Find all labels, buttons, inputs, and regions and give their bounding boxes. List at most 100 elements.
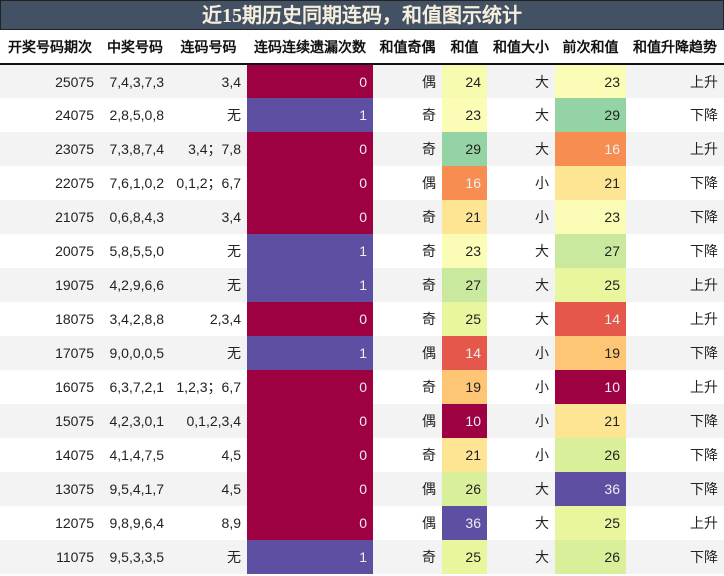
cell-sum: 10: [442, 404, 487, 438]
cell-sum: 21: [442, 200, 487, 234]
table-row: 24075 2,8,5,0,8 无 1 奇 23 大 29 下降: [0, 98, 724, 132]
cell-trend: 上升: [626, 268, 724, 302]
cell-consecutive: 1,2,3；6,7: [170, 370, 247, 404]
stats-table: 开奖号码期次 中奖号码 连码号码 连码连续遗漏次数 和值奇偶 和值 和值大小 前…: [0, 30, 724, 574]
header-numbers: 中奖号码: [100, 30, 170, 65]
cell-numbers: 7,4,3,7,3: [100, 64, 170, 98]
cell-consecutive: 无: [170, 98, 247, 132]
table-row: 16075 6,3,7,2,1 1,2,3；6,7 0 奇 19 小 10 上升: [0, 370, 724, 404]
cell-trend: 下降: [626, 200, 724, 234]
cell-miss-count: 1: [247, 540, 373, 574]
cell-numbers: 9,5,3,3,5: [100, 540, 170, 574]
header-size: 和值大小: [487, 30, 555, 65]
cell-trend: 上升: [626, 64, 724, 98]
cell-miss-count: 0: [247, 404, 373, 438]
cell-trend: 下降: [626, 166, 724, 200]
cell-numbers: 3,4,2,8,8: [100, 302, 170, 336]
cell-consecutive: 无: [170, 234, 247, 268]
header-consecutive: 连码号码: [170, 30, 247, 65]
cell-miss-count: 0: [247, 132, 373, 166]
cell-period: 18075: [0, 302, 100, 336]
cell-consecutive: 2,3,4: [170, 302, 247, 336]
header-trend: 和值升降趋势: [626, 30, 724, 65]
cell-trend: 下降: [626, 234, 724, 268]
cell-miss-count: 0: [247, 166, 373, 200]
cell-parity: 奇: [373, 132, 442, 166]
page-title: 近15期历史同期连码，和值图示统计: [0, 0, 724, 30]
cell-numbers: 7,3,8,7,4: [100, 132, 170, 166]
cell-sum: 19: [442, 370, 487, 404]
cell-sum: 25: [442, 540, 487, 574]
cell-sum: 14: [442, 336, 487, 370]
cell-parity: 奇: [373, 268, 442, 302]
cell-trend: 下降: [626, 472, 724, 506]
cell-trend: 上升: [626, 132, 724, 166]
cell-numbers: 0,6,8,4,3: [100, 200, 170, 234]
table-row: 20075 5,8,5,5,0 无 1 奇 23 大 27 下降: [0, 234, 724, 268]
cell-consecutive: 0,1,2,3,4: [170, 404, 247, 438]
cell-parity: 奇: [373, 200, 442, 234]
cell-miss-count: 1: [247, 98, 373, 132]
cell-period: 15075: [0, 404, 100, 438]
cell-size: 大: [487, 98, 555, 132]
cell-trend: 下降: [626, 336, 724, 370]
header-row: 开奖号码期次 中奖号码 连码号码 连码连续遗漏次数 和值奇偶 和值 和值大小 前…: [0, 30, 724, 65]
cell-consecutive: 3,4: [170, 64, 247, 98]
cell-period: 24075: [0, 98, 100, 132]
cell-consecutive: 无: [170, 336, 247, 370]
cell-size: 小: [487, 404, 555, 438]
cell-miss-count: 1: [247, 336, 373, 370]
cell-numbers: 2,8,5,0,8: [100, 98, 170, 132]
cell-prev-sum: 27: [555, 234, 626, 268]
cell-prev-sum: 21: [555, 404, 626, 438]
cell-consecutive: 3,4: [170, 200, 247, 234]
cell-numbers: 9,5,4,1,7: [100, 472, 170, 506]
cell-parity: 偶: [373, 506, 442, 540]
cell-parity: 奇: [373, 302, 442, 336]
cell-period: 19075: [0, 268, 100, 302]
cell-trend: 下降: [626, 540, 724, 574]
cell-sum: 23: [442, 234, 487, 268]
cell-prev-sum: 25: [555, 506, 626, 540]
cell-parity: 奇: [373, 540, 442, 574]
table-row: 13075 9,5,4,1,7 4,5 0 偶 26 大 36 下降: [0, 472, 724, 506]
cell-miss-count: 0: [247, 64, 373, 98]
cell-size: 大: [487, 506, 555, 540]
table-row: 15075 4,2,3,0,1 0,1,2,3,4 0 偶 10 小 21 下降: [0, 404, 724, 438]
cell-parity: 奇: [373, 98, 442, 132]
table-row: 14075 4,1,4,7,5 4,5 0 奇 21 小 26 下降: [0, 438, 724, 472]
table-row: 23075 7,3,8,7,4 3,4；7,8 0 奇 29 大 16 上升: [0, 132, 724, 166]
cell-consecutive: 4,5: [170, 472, 247, 506]
cell-consecutive: 0,1,2；6,7: [170, 166, 247, 200]
cell-size: 大: [487, 540, 555, 574]
table-row: 25075 7,4,3,7,3 3,4 0 偶 24 大 23 上升: [0, 64, 724, 98]
cell-sum: 27: [442, 268, 487, 302]
cell-prev-sum: 23: [555, 200, 626, 234]
cell-sum: 23: [442, 98, 487, 132]
cell-trend: 上升: [626, 302, 724, 336]
cell-period: 11075: [0, 540, 100, 574]
cell-sum: 24: [442, 64, 487, 98]
cell-size: 大: [487, 472, 555, 506]
table-row: 12075 9,8,9,6,4 8,9 0 偶 36 大 25 上升: [0, 506, 724, 540]
cell-parity: 奇: [373, 370, 442, 404]
cell-prev-sum: 36: [555, 472, 626, 506]
cell-prev-sum: 21: [555, 166, 626, 200]
cell-numbers: 7,6,1,0,2: [100, 166, 170, 200]
cell-parity: 偶: [373, 166, 442, 200]
cell-prev-sum: 16: [555, 132, 626, 166]
header-period: 开奖号码期次: [0, 30, 100, 65]
cell-sum: 25: [442, 302, 487, 336]
cell-numbers: 5,8,5,5,0: [100, 234, 170, 268]
cell-prev-sum: 29: [555, 98, 626, 132]
table-row: 21075 0,6,8,4,3 3,4 0 奇 21 小 23 下降: [0, 200, 724, 234]
cell-period: 23075: [0, 132, 100, 166]
cell-trend: 下降: [626, 98, 724, 132]
header-sum: 和值: [442, 30, 487, 65]
cell-numbers: 6,3,7,2,1: [100, 370, 170, 404]
cell-period: 22075: [0, 166, 100, 200]
table-row: 22075 7,6,1,0,2 0,1,2；6,7 0 偶 16 小 21 下降: [0, 166, 724, 200]
cell-period: 17075: [0, 336, 100, 370]
cell-size: 大: [487, 64, 555, 98]
cell-miss-count: 1: [247, 268, 373, 302]
